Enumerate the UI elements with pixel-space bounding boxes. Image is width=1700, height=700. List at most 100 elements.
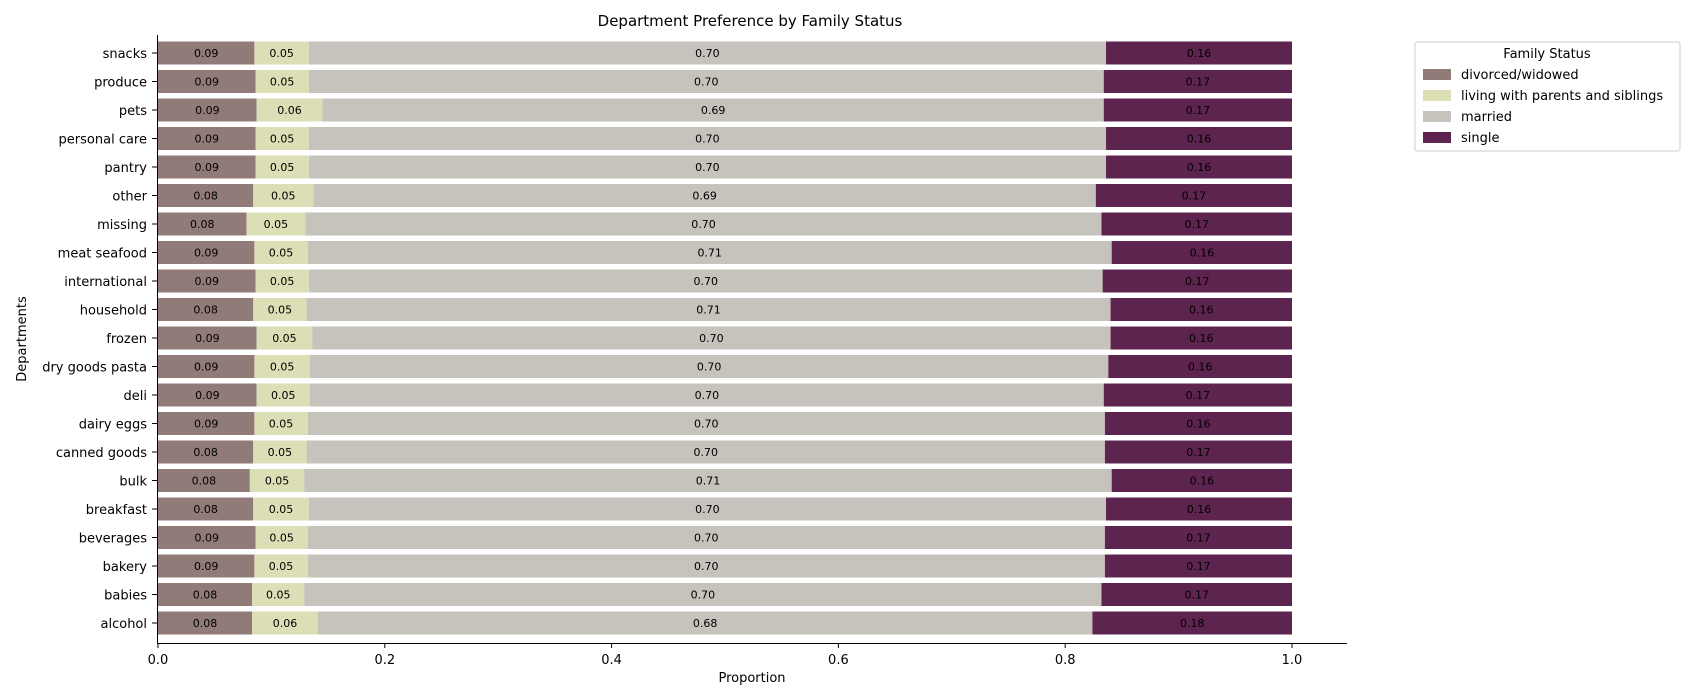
bar-segment (255, 155, 309, 179)
bar-value-label: 0.06 (273, 617, 298, 630)
bar-segment (249, 469, 305, 492)
bar-segment (254, 41, 309, 65)
bar-value-label: 0.05 (269, 47, 294, 60)
bar-segment (1106, 41, 1292, 65)
bar-value-label: 0.17 (1184, 589, 1209, 602)
y-tick-label: dry goods pasta (42, 361, 147, 376)
y-tick-label: pets (119, 104, 147, 119)
bar-segment (306, 298, 1111, 321)
y-tick-label: babies (104, 589, 147, 604)
bar-value-label: 0.16 (1190, 475, 1215, 488)
bar-segment (307, 412, 1105, 435)
bar-value-label: 0.70 (694, 418, 719, 431)
bar-value-label: 0.70 (697, 361, 722, 374)
bar-value-label: 0.09 (195, 104, 220, 117)
bar-segment (308, 70, 1104, 93)
bar-segment (158, 326, 257, 350)
bar-segment (158, 127, 256, 150)
bar-value-label: 0.17 (1186, 532, 1211, 545)
bar-value-label: 0.17 (1184, 218, 1209, 231)
bar-value-label: 0.17 (1186, 560, 1211, 573)
bar-segment (1111, 241, 1292, 264)
bar-value-label: 0.05 (269, 247, 294, 260)
bar-value-label: 0.09 (195, 161, 220, 174)
y-tick-label: breakfast (86, 503, 147, 518)
x-axis-ticks: 0.0 0.2 0.4 0.6 0.8 1.0 (148, 643, 1302, 668)
legend-swatch (1423, 132, 1451, 143)
bar-segment (255, 526, 308, 549)
bar-segment (158, 526, 256, 549)
bar-value-label: 0.08 (193, 446, 218, 459)
y-axis-label: Departments (15, 296, 30, 382)
legend-entry-label: married (1461, 110, 1512, 125)
bar-segment (158, 241, 255, 264)
bar-segment (312, 326, 1111, 350)
bar-value-label: 0.09 (194, 47, 219, 60)
bars-group: 0.09 0.05 0.70 0.16 0.09 0.05 0.70 0.17 0.09 0.06… (158, 41, 1292, 635)
bar-segment (255, 127, 309, 150)
bar-segment (1101, 583, 1292, 606)
bar-segment (158, 355, 255, 378)
bar-segment (158, 583, 253, 606)
bar-value-label: 0.08 (192, 475, 217, 488)
chart-title: Department Preference by Family Status (598, 12, 903, 30)
x-tick-label: 0.2 (374, 653, 395, 668)
bar-segment (256, 98, 323, 122)
bar-segment (253, 497, 309, 521)
legend-frame (1414, 41, 1681, 152)
bar-segment (158, 98, 257, 122)
bar-segment (255, 70, 309, 93)
legend-swatch (1423, 90, 1451, 101)
bar-value-label: 0.08 (193, 304, 218, 317)
bar-segment (158, 70, 256, 93)
y-tick-label: bakery (103, 560, 148, 575)
y-tick-label: other (112, 190, 147, 205)
y-tick-label: bulk (119, 475, 147, 490)
bar-segment (254, 355, 310, 378)
bar-segment (256, 383, 310, 407)
bar-segment (1106, 497, 1292, 521)
x-tick-label: 0.8 (1055, 653, 1076, 668)
legend-title: Family Status (1503, 47, 1591, 62)
bar-value-label: 0.17 (1186, 76, 1211, 89)
bar-value-label: 0.16 (1189, 304, 1214, 317)
bar-segment (158, 155, 256, 179)
y-tick-label: dairy eggs (79, 418, 148, 433)
bar-segment (1104, 554, 1292, 578)
y-tick-label: meat seafood (58, 247, 147, 262)
bar-value-label: 0.05 (269, 503, 294, 516)
bar-value-label: 0.17 (1186, 104, 1211, 117)
bar-value-label: 0.70 (694, 560, 719, 573)
bar-value-label: 0.09 (195, 133, 220, 146)
legend-swatch (1423, 69, 1451, 80)
bar-value-label: 0.16 (1187, 47, 1212, 60)
y-tick-label: frozen (106, 332, 147, 347)
bar-segment (308, 41, 1107, 65)
bar-value-label: 0.69 (701, 104, 726, 117)
bar-segment (1106, 127, 1292, 150)
bar-segment (1104, 440, 1292, 464)
bar-value-label: 0.70 (691, 218, 716, 231)
bar-segment (253, 440, 307, 464)
bar-value-label: 0.05 (268, 446, 293, 459)
bar-value-label: 0.05 (269, 532, 294, 545)
bar-segment (1102, 269, 1292, 293)
bar-value-label: 0.05 (271, 389, 296, 402)
bar-value-label: 0.05 (270, 76, 295, 89)
bar-segment (254, 412, 308, 435)
bar-value-label: 0.16 (1187, 161, 1212, 174)
y-tick-label: alcohol (101, 617, 147, 632)
bar-value-label: 0.09 (194, 361, 219, 374)
bar-segment (158, 298, 254, 321)
bar-value-label: 0.17 (1186, 389, 1211, 402)
bar-segment (313, 184, 1096, 207)
bar-value-label: 0.70 (695, 47, 720, 60)
bar-segment (1111, 469, 1292, 492)
bar-segment (308, 497, 1107, 521)
y-axis-ticks: snacks produce pets personal care pantry othe… (42, 47, 157, 632)
bar-value-label: 0.16 (1188, 361, 1213, 374)
x-tick-label: 0.4 (601, 653, 622, 668)
y-tick-label: household (80, 304, 147, 319)
bar-segment (256, 326, 313, 350)
